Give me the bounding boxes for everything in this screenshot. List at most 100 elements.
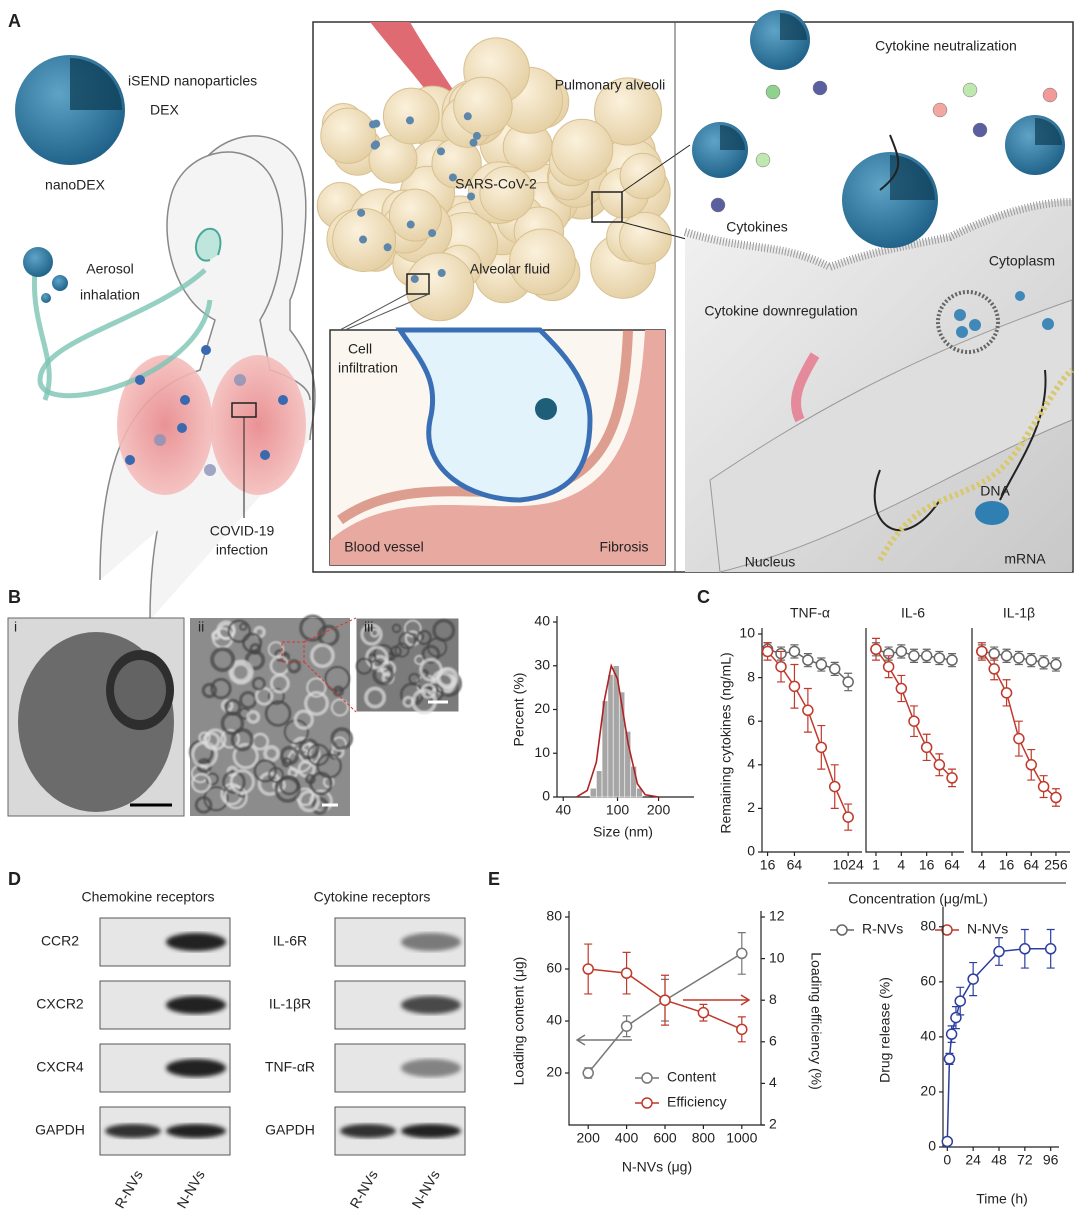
alveolus <box>388 188 442 242</box>
chart-title: TNF-α <box>790 605 830 621</box>
panel-letter: B <box>8 587 21 607</box>
virus <box>383 243 392 252</box>
data-point <box>842 811 854 823</box>
x-tick-label: 100 <box>606 802 630 818</box>
data-point <box>582 963 594 975</box>
label: Cytokines <box>726 219 787 235</box>
data-point <box>1000 650 1013 662</box>
data-point <box>1050 658 1062 671</box>
em-texture <box>191 741 219 769</box>
alveolus <box>320 107 377 164</box>
series-line <box>767 650 849 818</box>
label: Pulmonary alveoli <box>555 77 666 93</box>
label: Aerosol <box>86 261 133 277</box>
y-tick-label: 2 <box>747 799 755 815</box>
alveolus <box>551 118 614 181</box>
data-point <box>895 645 908 658</box>
blot-group-title: Cytokine receptors <box>314 889 431 905</box>
x-tick-label: 1000 <box>726 1130 757 1146</box>
x-axis-label: Time (h) <box>976 1191 1028 1207</box>
x-tick-label: 4 <box>897 857 905 873</box>
em-texture <box>239 622 248 631</box>
data-point <box>697 1006 710 1019</box>
em-texture <box>223 785 248 810</box>
y-tick-label: 20 <box>546 1064 562 1080</box>
em-texture <box>263 745 281 762</box>
data-point <box>950 1011 962 1024</box>
em-texture <box>299 614 327 642</box>
data-point <box>1037 780 1050 793</box>
axis-line <box>971 628 1070 853</box>
blot-band <box>401 1124 461 1138</box>
label: Cytoplasm <box>989 253 1055 269</box>
chart-title: IL-6 <box>901 605 925 621</box>
legend-label: Content <box>667 1069 716 1085</box>
alveolus <box>618 211 672 265</box>
cytokine <box>962 82 978 98</box>
y2-tick-label: 10 <box>769 949 785 965</box>
em-texture <box>230 728 254 752</box>
y-axis-label: Remaining cytokines (ng/mL) <box>718 652 734 833</box>
x-tick-label: 40 <box>555 802 571 818</box>
em-texture <box>251 676 266 691</box>
y-tick-label: 10 <box>739 625 755 641</box>
image-label: i <box>14 619 17 635</box>
data-point <box>788 680 801 693</box>
y2-tick-label: 8 <box>769 991 777 1007</box>
label: mRNA <box>1004 551 1046 567</box>
blot-band <box>166 996 226 1014</box>
alveolus <box>479 165 535 222</box>
data-point <box>659 994 671 1006</box>
axis-line <box>942 907 1059 1148</box>
em-texture <box>267 641 285 658</box>
x-axis-label: N-NVs (μg) <box>622 1159 692 1175</box>
em-texture <box>416 629 432 646</box>
image-label: iii <box>364 619 373 635</box>
western-blots <box>99 917 466 1156</box>
panel-letter: A <box>8 11 21 31</box>
label: Fibrosis <box>599 539 648 555</box>
em-texture <box>274 649 287 662</box>
legend-marker <box>836 924 848 936</box>
em-texture <box>268 767 284 783</box>
blot-row-label: GAPDH <box>265 1122 315 1138</box>
y-tick-label: 0 <box>928 1138 936 1154</box>
virus <box>368 120 377 129</box>
alveolus <box>509 228 576 296</box>
legend-marker <box>641 1072 653 1084</box>
y2-axis-label: Loading efficiency (%) <box>808 952 824 1089</box>
cytokine <box>1042 87 1058 103</box>
alveolus <box>453 76 513 137</box>
nanoparticle-core <box>1035 118 1062 145</box>
em-texture <box>421 644 441 664</box>
em-texture <box>274 776 302 803</box>
x-tick-label: 400 <box>615 1130 639 1146</box>
em-texture <box>419 657 443 682</box>
data-point <box>828 663 841 675</box>
data-point <box>933 759 946 771</box>
data-point <box>920 741 933 754</box>
y-tick-label: 8 <box>747 668 755 684</box>
y-tick-label: 20 <box>534 700 550 716</box>
em-texture <box>364 686 387 709</box>
blot-band <box>166 1059 226 1077</box>
data-point <box>788 645 801 658</box>
label: DNA <box>980 483 1010 499</box>
nanoparticle-core <box>780 13 807 40</box>
cytokine <box>812 80 828 96</box>
alveolus <box>382 87 440 145</box>
virus <box>436 147 445 156</box>
em-texture <box>355 657 373 675</box>
data-point <box>1000 687 1013 699</box>
virus <box>448 173 457 182</box>
x-tick-label: 64 <box>787 857 803 873</box>
em-texture <box>253 759 277 783</box>
data-point <box>945 1028 958 1040</box>
y-tick-label: 60 <box>920 973 936 989</box>
y-tick-label: 80 <box>546 908 562 924</box>
y-tick-label: 40 <box>920 1028 936 1044</box>
em-texture <box>293 709 315 730</box>
image-label: ii <box>198 619 204 635</box>
em-texture <box>306 677 327 698</box>
data-point <box>946 654 958 666</box>
